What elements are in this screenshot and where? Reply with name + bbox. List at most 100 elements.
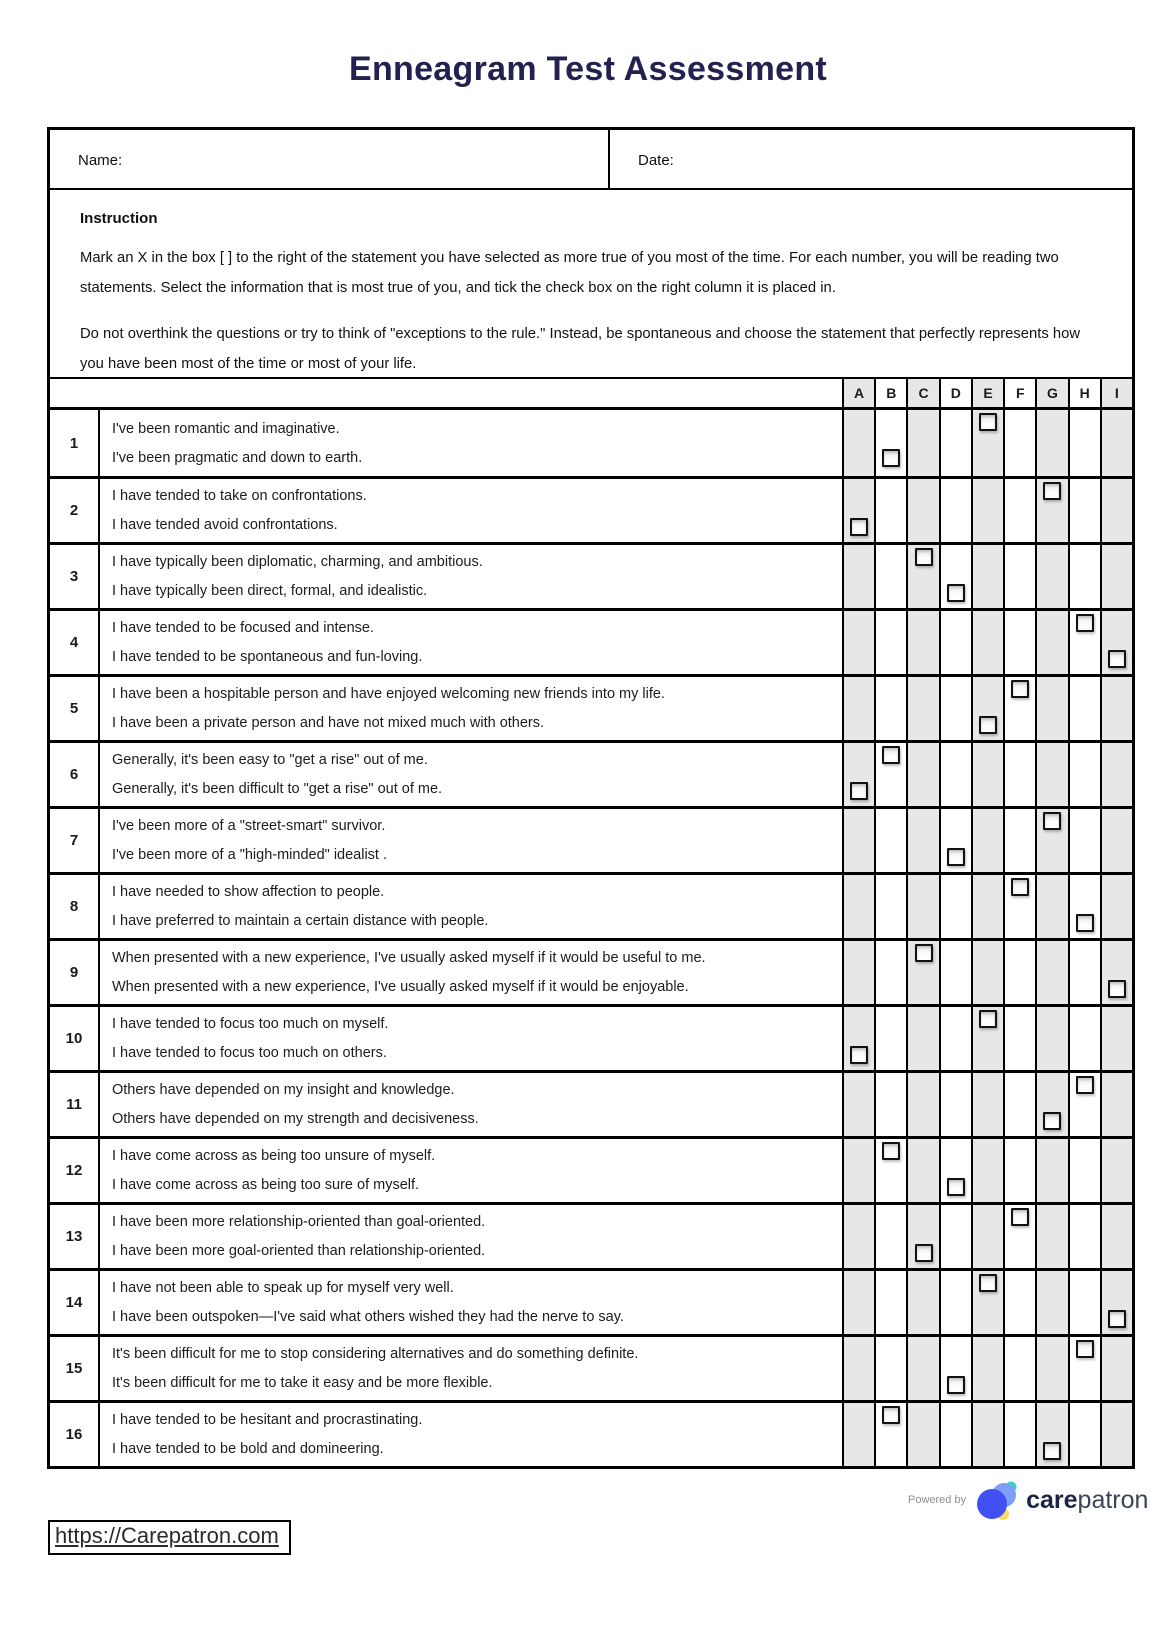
checkbox-q7-D[interactable] (946, 848, 965, 866)
answer-cell-q4-H (1067, 611, 1100, 674)
checkbox-q1-B[interactable] (882, 449, 901, 467)
answer-cell-q11-E (970, 1073, 1004, 1136)
statement-pair: I have been a hospitable person and have… (98, 677, 842, 740)
answer-cell-q14-E (970, 1271, 1004, 1334)
checkbox-q13-C[interactable] (914, 1244, 933, 1262)
answer-cell-q10-F (1003, 1007, 1035, 1070)
answer-cell-q1-D (938, 410, 971, 476)
carepatron-link[interactable]: https://Carepatron.com (55, 1523, 279, 1548)
table-row: 1 I've been romantic and imaginative. I've… (50, 410, 1132, 476)
instruction-heading: Instruction (80, 210, 158, 227)
answer-cell-q3-I (1099, 545, 1132, 608)
table-row: 12 I have come across as being too unsure… (50, 1136, 1132, 1202)
answer-cell-q6-D (938, 743, 971, 806)
carepatron-logo-icon (977, 1481, 1017, 1520)
checkbox-q9-I[interactable] (1107, 980, 1126, 998)
answer-cell-q16-G (1035, 1403, 1068, 1466)
table-row: 14 I have not been able to speak up for m… (50, 1268, 1132, 1334)
statement-text: I have tended to focus too much on other… (112, 1045, 387, 1061)
checkbox-q5-F[interactable] (1011, 680, 1030, 698)
answer-cell-q7-A (842, 809, 875, 872)
checkbox-q15-H[interactable] (1075, 1340, 1094, 1358)
question-number: 10 (65, 1030, 83, 1047)
checkbox-q12-B[interactable] (882, 1142, 901, 1160)
checkbox-q13-F[interactable] (1011, 1208, 1030, 1226)
table-row: 16 I have tended to be hesitant and procr… (50, 1400, 1132, 1466)
statement-pair: Others have depended on my insight and k… (98, 1073, 842, 1136)
statement-text: Generally, it's been difficult to "get a… (112, 781, 443, 797)
answer-cell-q14-B (874, 1271, 906, 1334)
checkbox-q8-H[interactable] (1075, 914, 1094, 932)
answer-cell-q8-H (1067, 875, 1100, 938)
checkbox-q2-A[interactable] (850, 518, 869, 536)
answer-cell-q15-I (1099, 1337, 1132, 1400)
checkbox-q1-E[interactable] (978, 413, 997, 431)
statement-pair: When presented with a new experience, I'… (98, 941, 842, 1004)
answer-cell-q7-F (1003, 809, 1035, 872)
column-header-A: A (842, 379, 875, 407)
answer-cell-q2-F (1003, 479, 1035, 542)
checkbox-q2-G[interactable] (1043, 482, 1062, 500)
answer-cell-q15-C (906, 1337, 939, 1400)
answer-cell-q11-I (1099, 1073, 1132, 1136)
answer-cell-q7-B (874, 809, 906, 872)
checkbox-q4-H[interactable] (1075, 614, 1094, 632)
brand-care: care (1026, 1485, 1078, 1514)
statement-pair: I have typically been diplomatic, charmi… (98, 545, 842, 608)
column-header-H: H (1067, 379, 1100, 407)
checkbox-q6-A[interactable] (850, 782, 869, 800)
answer-cell-q3-G (1035, 545, 1068, 608)
checkbox-q11-H[interactable] (1075, 1076, 1094, 1094)
statement-pair: I have tended to focus too much on mysel… (98, 1007, 842, 1070)
statement-pair: I have been more relationship-oriented t… (98, 1205, 842, 1268)
instruction-paragraph-1: Mark an X in the box [ ] to the right of… (80, 250, 1059, 296)
answer-cell-q8-G (1035, 875, 1068, 938)
checkbox-q3-D[interactable] (946, 584, 965, 602)
checkbox-q16-B[interactable] (882, 1406, 901, 1424)
name-field[interactable]: Name: (50, 130, 610, 188)
answer-cell-q8-D (938, 875, 971, 938)
answer-cell-q14-A (842, 1271, 875, 1334)
checkbox-q14-I[interactable] (1107, 1310, 1126, 1328)
answer-cell-q12-C (906, 1139, 939, 1202)
date-field[interactable]: Date: (610, 130, 1132, 188)
checkbox-q11-G[interactable] (1043, 1112, 1062, 1130)
answer-cell-q12-H (1067, 1139, 1100, 1202)
checkbox-q4-I[interactable] (1107, 650, 1126, 668)
checkbox-q16-G[interactable] (1043, 1442, 1062, 1460)
answer-cell-q4-G (1035, 611, 1068, 674)
answer-cell-q10-B (874, 1007, 906, 1070)
checkbox-q7-G[interactable] (1043, 812, 1062, 830)
statement-text: I have not been able to speak up for mys… (112, 1280, 454, 1296)
brand-name: carepatron (1026, 1486, 1148, 1515)
answer-cell-q8-B (874, 875, 906, 938)
checkbox-q9-C[interactable] (914, 944, 933, 962)
statement-text: I have tended to focus too much on mysel… (112, 1016, 389, 1032)
statement-text: When presented with a new experience, I'… (112, 979, 689, 995)
answer-cell-q14-F (1003, 1271, 1035, 1334)
checkbox-q14-E[interactable] (978, 1274, 997, 1292)
checkbox-q10-E[interactable] (978, 1010, 997, 1028)
answer-cell-q1-I (1099, 410, 1132, 476)
answer-cell-q9-A (842, 941, 875, 1004)
answer-cell-q16-H (1067, 1403, 1100, 1466)
table-row: 10 I have tended to focus too much on mys… (50, 1004, 1132, 1070)
checkbox-q8-F[interactable] (1011, 878, 1030, 896)
checkbox-q3-C[interactable] (914, 548, 933, 566)
answer-cell-q3-F (1003, 545, 1035, 608)
checkbox-q10-A[interactable] (850, 1046, 869, 1064)
checkbox-q12-D[interactable] (946, 1178, 965, 1196)
column-header-G: G (1035, 379, 1068, 407)
checkbox-q15-D[interactable] (946, 1376, 965, 1394)
checkbox-q6-B[interactable] (882, 746, 901, 764)
answer-cell-q8-F (1003, 875, 1035, 938)
table-row: 8 I have needed to show affection to peop… (50, 872, 1132, 938)
statement-text: When presented with a new experience, I'… (112, 950, 706, 966)
answer-cell-q16-B (874, 1403, 906, 1466)
answer-cell-q13-H (1067, 1205, 1100, 1268)
question-number: 1 (69, 434, 79, 452)
answer-cell-q1-C (906, 410, 939, 476)
table-row: 7 I've been more of a "street-smart" surv… (50, 806, 1132, 872)
checkbox-q5-E[interactable] (978, 716, 997, 734)
answer-cell-q2-B (874, 479, 906, 542)
